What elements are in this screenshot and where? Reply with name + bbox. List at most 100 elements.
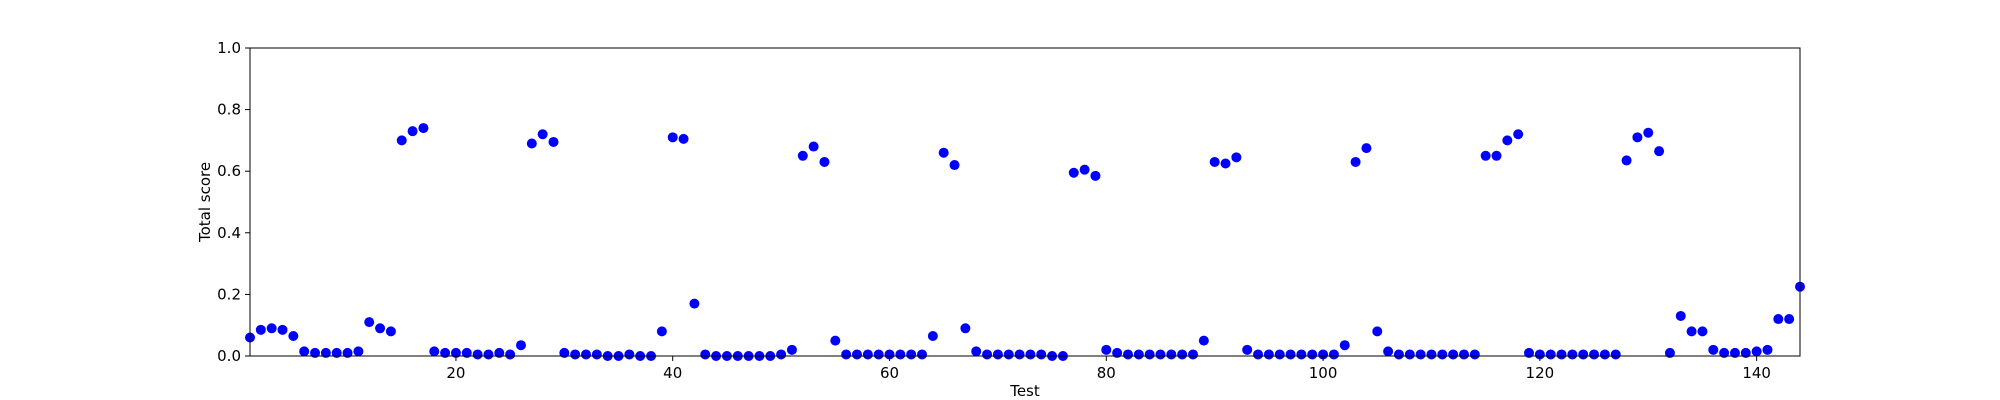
data-point: [1448, 349, 1459, 360]
data-point: [1437, 349, 1448, 360]
data-point: [700, 349, 711, 360]
data-point: [1166, 349, 1177, 360]
data-point: [927, 330, 938, 341]
x-axis-ticks: 20 40 60 80 100 120 140: [446, 356, 1771, 382]
plot-frame: [249, 47, 1801, 357]
data-point: [851, 349, 862, 360]
data-point: [407, 126, 418, 137]
data-point: [364, 317, 375, 328]
data-point: [1296, 349, 1307, 360]
data-point: [1697, 326, 1708, 337]
data-point: [841, 349, 852, 360]
data-point: [1654, 146, 1665, 157]
data-point: [808, 141, 819, 152]
data-point: [375, 323, 386, 334]
data-point: [353, 346, 364, 357]
data-point: [1599, 349, 1610, 360]
data-point: [331, 347, 342, 358]
data-point: [917, 349, 928, 360]
data-point: [1318, 349, 1329, 360]
data-point: [1003, 349, 1014, 360]
data-point: [1632, 132, 1643, 143]
data-point: [1491, 150, 1502, 161]
data-point: [450, 347, 461, 358]
data-point: [1686, 326, 1697, 337]
data-point: [1469, 349, 1480, 360]
data-point: [1231, 152, 1242, 163]
data-point: [483, 349, 494, 360]
data-point: [960, 323, 971, 334]
data-point: [1274, 349, 1285, 360]
data-point: [819, 156, 830, 167]
data-point: [1784, 314, 1795, 325]
data-point: [624, 349, 635, 360]
data-point: [1198, 335, 1209, 346]
data-point: [678, 133, 689, 144]
data-point: [1144, 349, 1155, 360]
data-point: [440, 347, 451, 358]
data-point: [559, 347, 570, 358]
data-point: [938, 147, 949, 158]
data-point: [1263, 349, 1274, 360]
data-point: [1480, 150, 1491, 161]
data-point: [949, 160, 960, 171]
data-point: [320, 347, 331, 358]
data-point: [418, 123, 429, 134]
data-point: [656, 326, 667, 337]
data-point: [472, 349, 483, 360]
data-point: [277, 324, 288, 335]
y-tick-label: 0.0: [217, 347, 241, 365]
data-point: [570, 349, 581, 360]
data-point: [1643, 127, 1654, 138]
data-point: [1404, 349, 1415, 360]
data-point: [1285, 349, 1296, 360]
data-point: [266, 323, 277, 334]
data-point: [1079, 164, 1090, 175]
data-point: [310, 347, 321, 358]
data-point: [1545, 349, 1556, 360]
y-tick-label: 0.8: [217, 101, 241, 119]
data-point: [581, 349, 592, 360]
data-point: [971, 346, 982, 357]
x-tick-label: 100: [1309, 364, 1338, 382]
y-tick-label: 0.6: [217, 162, 241, 180]
data-point: [494, 347, 505, 358]
data-point: [992, 349, 1003, 360]
data-point: [1524, 347, 1535, 358]
data-point: [776, 349, 787, 360]
data-point: [1567, 349, 1578, 360]
data-point: [667, 132, 678, 143]
data-point: [299, 346, 310, 357]
data-point: [548, 136, 559, 147]
data-point: [1372, 326, 1383, 337]
data-points: [245, 123, 1805, 361]
data-point: [884, 349, 895, 360]
data-point: [862, 349, 873, 360]
data-point: [1773, 314, 1784, 325]
data-point: [1253, 349, 1264, 360]
data-point: [1361, 143, 1372, 154]
data-point: [1383, 346, 1394, 357]
data-point: [1610, 349, 1621, 360]
data-point: [526, 138, 537, 149]
data-point: [1025, 349, 1036, 360]
data-point: [1242, 344, 1253, 355]
data-point: [797, 150, 808, 161]
data-point: [895, 349, 906, 360]
x-tick-label: 80: [1097, 364, 1116, 382]
data-point: [830, 335, 841, 346]
data-point: [1729, 347, 1740, 358]
data-point: [1762, 344, 1773, 355]
data-point: [1664, 347, 1675, 358]
data-point: [1068, 167, 1079, 178]
data-point: [1014, 349, 1025, 360]
data-point: [1177, 349, 1188, 360]
data-point: [515, 340, 526, 351]
data-point: [1578, 349, 1589, 360]
data-point: [1209, 156, 1220, 167]
data-point: [1534, 349, 1545, 360]
data-point: [1188, 349, 1199, 360]
x-tick-label: 20: [446, 364, 465, 382]
x-tick-label: 40: [663, 364, 682, 382]
